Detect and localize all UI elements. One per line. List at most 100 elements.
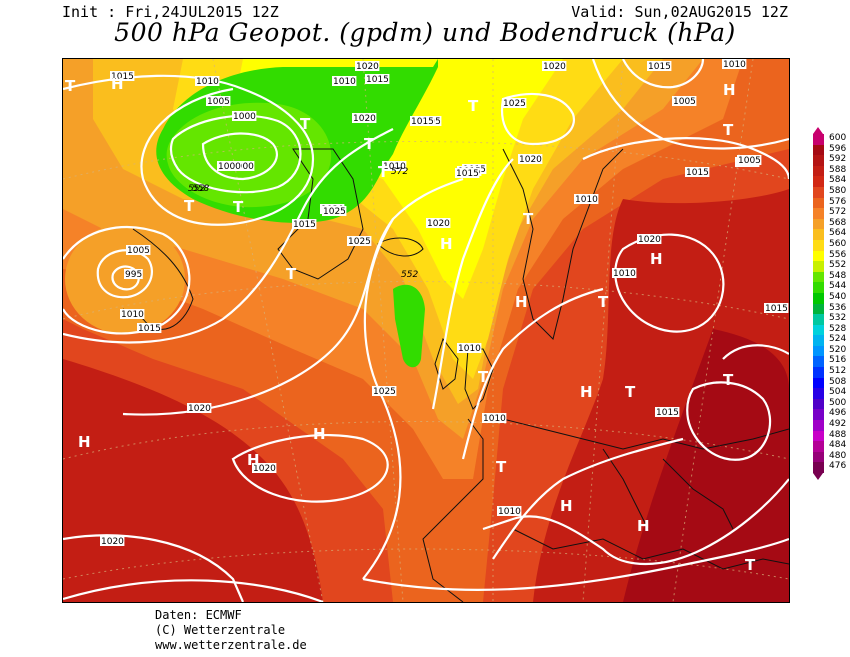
legend-row: 552	[812, 260, 850, 272]
legend-row: 524	[812, 334, 850, 346]
low-symbol: T	[468, 97, 479, 115]
low-symbol: T	[65, 77, 76, 95]
isobar-label-bg	[502, 98, 527, 108]
isobar-label-text: 1010	[575, 195, 598, 205]
isobar-label-text: 1020	[188, 404, 211, 414]
weather-map: 1015101010051000101010151005102510051020…	[62, 58, 790, 603]
legend-value: 552	[829, 260, 847, 271]
field-east-dark	[623, 329, 789, 602]
legend-value: 476	[829, 461, 847, 472]
legend-swatch	[813, 229, 824, 240]
low-symbol: T	[523, 210, 534, 228]
legend-swatch	[813, 271, 824, 283]
isobar-labels: 1015101010051000101010151005102510051020…	[100, 59, 789, 547]
isobar-label-text: 1025	[348, 237, 371, 247]
legend-swatch	[813, 388, 824, 399]
field-green-trough	[393, 284, 425, 368]
legend-row: 560	[812, 238, 850, 251]
legend-row: 556	[812, 249, 850, 262]
legend-swatch	[813, 165, 824, 177]
isobar-label: 1010	[120, 309, 145, 320]
isobar-label: 1020	[426, 218, 451, 229]
legend-value: 500	[829, 397, 847, 408]
isobar-label-text: 1000	[218, 162, 241, 172]
isobar-label-bg	[195, 76, 220, 86]
legend-row: 476	[812, 461, 850, 473]
isobar-label: 1010	[612, 268, 637, 279]
graticule	[63, 59, 789, 602]
isobar-label-text: 1010	[483, 414, 506, 424]
legend-value: 484	[829, 440, 847, 451]
legend-top-arrow	[813, 127, 823, 134]
isobar-label-text: 1010	[458, 344, 481, 354]
isobar-label-text: 1025	[503, 99, 526, 109]
legend-swatch	[813, 134, 824, 145]
legend-swatch	[813, 208, 824, 219]
high-symbol: H	[515, 293, 528, 311]
legend-row: 584	[812, 175, 850, 187]
legend-swatch	[813, 398, 824, 410]
low-symbol: T	[598, 293, 609, 311]
legend-value: 588	[829, 164, 847, 175]
legend-row: 540	[812, 292, 850, 304]
isobar-label-bg	[672, 96, 697, 106]
legend-value: 556	[829, 249, 847, 260]
isobar-label-bg	[126, 245, 151, 255]
isobar-label-bg	[322, 206, 347, 216]
isobar-label: 1000	[230, 161, 255, 172]
isobar-label: 1020	[352, 113, 377, 124]
high-pressure-centers: H H H H H H H H H H H	[78, 75, 736, 535]
isobar-label-bg	[737, 155, 762, 165]
legend-value: 592	[829, 154, 847, 165]
isobar-label: 1020	[355, 61, 380, 72]
legend-swatch	[813, 218, 824, 230]
legend-swatch	[813, 441, 824, 452]
low-symbol: T	[745, 556, 756, 574]
legend-swatch	[813, 303, 824, 315]
legend-row: 592	[812, 154, 850, 166]
high-symbol: H	[560, 497, 573, 515]
isobar-label: 1010	[482, 413, 507, 424]
legend-row: 520	[812, 345, 850, 357]
geopotential-labels: 558 572 552 552	[188, 167, 418, 280]
isobar-label: 1020	[252, 463, 277, 474]
isobar-label-bg	[110, 71, 135, 81]
isobar-label-text: 1015	[656, 408, 679, 418]
legend-value: 560	[829, 238, 847, 249]
geopotential-label: 552	[401, 270, 418, 280]
low-symbol: T	[300, 115, 311, 133]
legend-row: 576	[812, 197, 850, 209]
isobar-label-text: 1000	[233, 112, 256, 122]
isobar-label-bg	[137, 323, 162, 333]
isobar-label: 1010	[497, 506, 522, 517]
legend-row: 548	[812, 271, 850, 283]
isobar-label: 1010	[195, 76, 220, 87]
low-symbol: T	[625, 383, 636, 401]
isobar-label-text: 1020	[356, 62, 379, 72]
legend-row: 536	[812, 303, 850, 315]
isobar-label-bg	[230, 161, 255, 171]
valid-time: Valid: Sun,02AUG2015 12Z	[571, 3, 788, 21]
credits-copyright: (C) Wetterzentrale	[155, 623, 286, 637]
isobar-label: 1015	[137, 323, 162, 334]
isobar-label-bg	[232, 111, 257, 121]
isobar-label: 1005	[206, 96, 231, 107]
isobar-label: 1010	[574, 194, 599, 205]
low-symbol: T	[364, 135, 375, 153]
legend-row: 512	[812, 366, 850, 378]
isobar-label: 1025	[502, 98, 527, 109]
legend-value: 508	[829, 376, 847, 387]
legend-swatch	[813, 197, 824, 209]
isobar-label-bg	[482, 413, 507, 423]
isobar-label-text: 1020	[638, 235, 661, 245]
legend-swatch	[813, 176, 824, 187]
isobar-label-bg	[542, 61, 567, 71]
isobar-label: 1015	[655, 407, 680, 418]
legend-value: 600	[829, 133, 847, 143]
legend-swatch	[813, 462, 824, 473]
isobars	[63, 59, 789, 602]
isobar-label-bg	[685, 167, 710, 177]
legend-value: 512	[829, 366, 847, 377]
isobar-label: 1025	[322, 206, 347, 217]
